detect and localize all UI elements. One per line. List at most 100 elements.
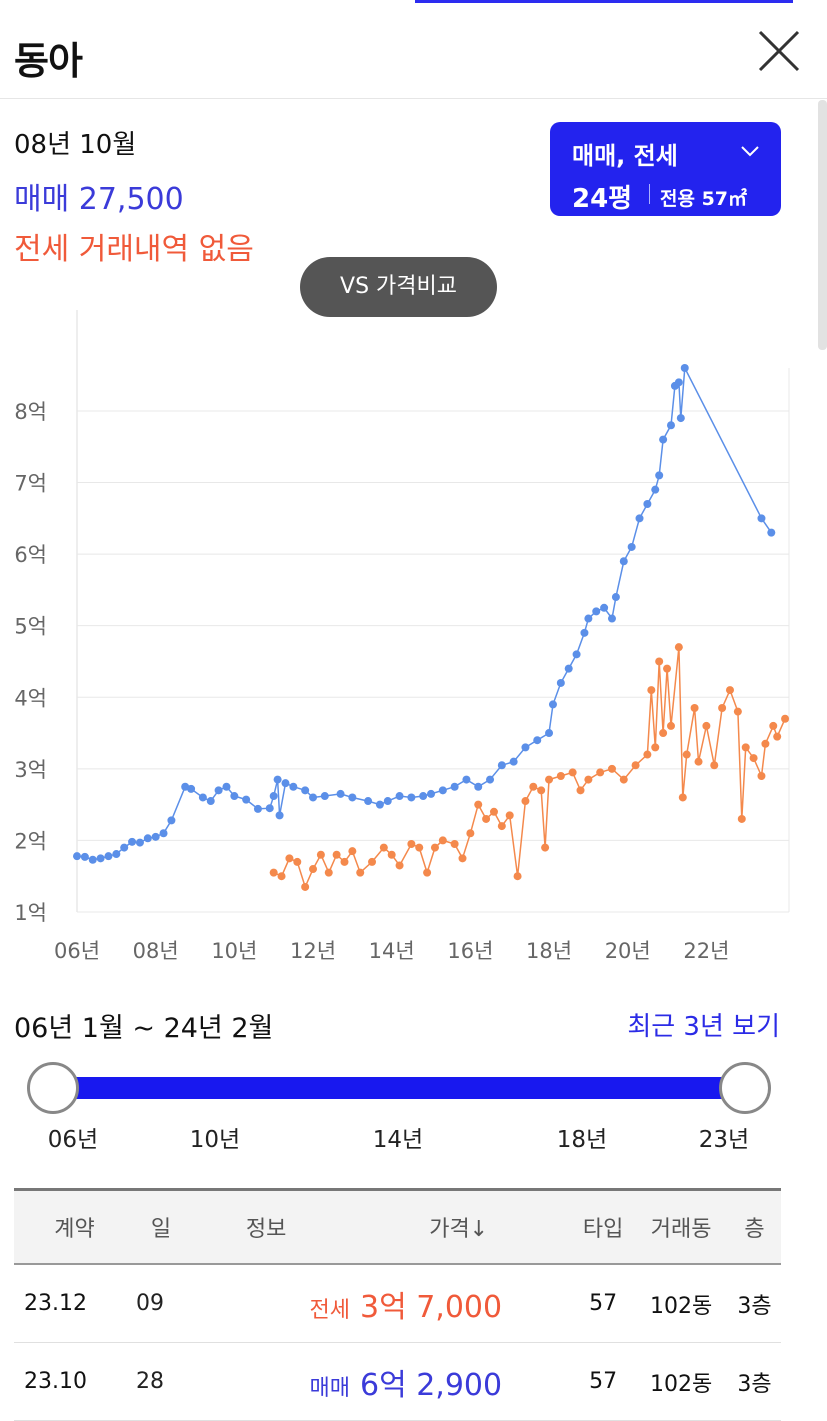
range-slider-track[interactable] [53, 1077, 745, 1099]
jeonse-data-point [474, 800, 483, 809]
x-tick-label: 10년 [211, 939, 257, 963]
range-slider-start-handle[interactable] [27, 1062, 79, 1114]
sale-data-point [635, 514, 644, 523]
trade-day: 28 [135, 1342, 187, 1421]
page-title: 동아 [14, 39, 83, 83]
scrollbar[interactable] [818, 100, 827, 350]
sale-data-point [104, 852, 113, 861]
col-floor[interactable]: 층 [744, 1217, 765, 1242]
top-accent-bar [415, 0, 793, 3]
jeonse-data-point [619, 775, 628, 784]
col-day[interactable]: 일 [150, 1217, 172, 1242]
jeonse-data-point [387, 850, 396, 859]
sale-data-point [659, 435, 668, 444]
sale-data-point [572, 650, 581, 659]
sale-data-point [80, 852, 89, 861]
sale-data-point [112, 850, 121, 859]
jeonse-data-point [761, 739, 770, 748]
trade-dong: 102동 [634, 1342, 729, 1421]
y-tick-label: 7억 [14, 472, 47, 496]
col-info[interactable]: 정보 [245, 1217, 287, 1242]
jeonse-data-point [718, 704, 727, 712]
sale-data-point [348, 793, 357, 802]
sale-data-point [611, 593, 620, 602]
jeonse-data-point [438, 836, 447, 845]
close-icon[interactable] [756, 28, 802, 74]
trade-floor: 3층 [728, 1342, 781, 1421]
jeonse-info: 전세 거래내역 없음 [14, 232, 254, 267]
jeonse-data-point [556, 772, 565, 780]
x-tick-label: 18년 [526, 939, 572, 963]
sale-data-point [73, 852, 81, 861]
jeonse-data-point [340, 857, 349, 866]
price-value: 3억 7,000 [360, 1289, 503, 1325]
compare-button[interactable]: VS 가격비교 [300, 257, 497, 317]
sale-data-point [584, 614, 593, 623]
jeonse-data-point [702, 721, 711, 730]
sale-data-point [600, 603, 609, 612]
jeonse-data-point [584, 775, 593, 784]
sale-data-point [419, 792, 428, 801]
jeonse-data-point [741, 743, 750, 752]
sale-data-point [269, 792, 278, 801]
jeonse-data-point [757, 772, 766, 780]
trade-type: 57 [572, 1264, 635, 1343]
chevron-down-icon [741, 146, 759, 157]
x-tick-label: 16년 [447, 939, 493, 963]
y-tick-label: 3억 [14, 758, 47, 782]
sale-data-point [273, 775, 282, 784]
sale-data-point [533, 736, 542, 745]
sale-data-point [364, 797, 373, 806]
trade-date: 23.10 [14, 1342, 135, 1421]
x-tick-label: 06년 [54, 939, 100, 963]
col-type[interactable]: 타입 [582, 1217, 624, 1242]
jeonse-data-point [430, 843, 439, 852]
jeonse-data-point [690, 704, 699, 712]
jeonse-data-point [301, 882, 310, 891]
y-tick-label: 8억 [14, 400, 47, 424]
sale-data-point [462, 775, 471, 784]
sale-data-point [289, 782, 298, 791]
sale-data-point [96, 854, 105, 863]
sale-data-point [301, 786, 310, 795]
sale-data-point [265, 804, 274, 813]
trade-price: 전세 3억 7,000 [187, 1264, 573, 1343]
col-dong[interactable]: 거래동 [650, 1217, 712, 1242]
x-tick-label: 12년 [290, 939, 336, 963]
trade-type: 57 [572, 1342, 635, 1421]
jeonse-data-point [655, 657, 664, 666]
jeonse-data-point [643, 750, 652, 759]
sale-data-point [159, 829, 168, 838]
sale-data-point [643, 500, 652, 508]
range-slider-end-handle[interactable] [719, 1062, 771, 1114]
jeonse-data-point [710, 761, 719, 770]
table-row[interactable]: 23.12 09 전세 3억 7,000 57 102동 3층 [14, 1264, 781, 1343]
jeonse-data-point [513, 872, 522, 881]
y-tick-label: 2억 [14, 829, 47, 853]
jeonse-data-point [576, 786, 585, 795]
sale-data-point [676, 414, 685, 423]
jeonse-data-point [678, 793, 687, 802]
slider-tick-label: 23년 [698, 1127, 750, 1153]
jeonse-data-point [316, 850, 325, 859]
sale-data-point [206, 797, 215, 806]
x-tick-label: 22년 [683, 939, 729, 963]
sale-data-point [230, 792, 239, 801]
jeonse-data-point [348, 847, 357, 856]
sale-data-point [88, 855, 97, 864]
jeonse-data-point [285, 854, 294, 863]
jeonse-data-point [659, 729, 668, 738]
table-row[interactable]: 23.10 28 매매 6억 2,900 57 102동 3층 [14, 1342, 781, 1421]
sale-data-point [242, 795, 251, 804]
sale-data-point [556, 678, 565, 687]
sale-data-point [427, 789, 436, 798]
recent-3-years-link[interactable]: 최근 3년 보기 [627, 1012, 780, 1042]
trade-type-selector[interactable]: 매매, 전세 24평 전용 57㎡ [550, 122, 781, 216]
col-price[interactable]: 가격↓ [429, 1217, 489, 1242]
y-tick-label: 1억 [14, 901, 47, 925]
sale-data-point [580, 628, 589, 637]
col-contract[interactable]: 계약 [54, 1217, 95, 1242]
sale-data-point [767, 528, 776, 537]
y-tick-label: 4억 [14, 686, 47, 710]
sale-data-point [198, 793, 207, 802]
